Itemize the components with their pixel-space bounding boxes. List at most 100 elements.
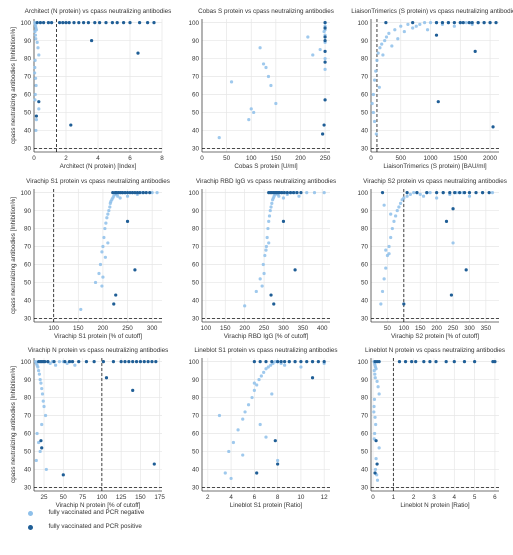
panel-9-point-pos-10 [444, 359, 448, 364]
panel-5-point-neg-34 [260, 284, 264, 288]
panel-7-point-pos-20 [138, 359, 143, 364]
panel-6-point-neg-12 [398, 201, 403, 205]
panel-1-point-pos-15 [104, 20, 108, 25]
panel-4-point-pos-18 [114, 293, 118, 297]
panel-9-series-fully-vaccinated-and-pcr-positive [373, 359, 497, 475]
panel-3-xtick-500: 500 [396, 155, 407, 162]
panel-1-title: Architect (N protein) vs cpass neutraliz… [25, 8, 172, 15]
panel-7-ytick-30: 30 [24, 485, 32, 492]
panel-5-point-pos-9 [282, 190, 286, 195]
panel-4-point-neg-36 [100, 284, 104, 288]
panel-7-ytick-100: 100 [20, 359, 31, 366]
panel-1-xtick-4: 4 [96, 155, 100, 162]
panel-7-xtick-100: 100 [97, 494, 108, 501]
panel-1-point-pos-26 [37, 100, 41, 104]
panel-6-point-pos-11 [474, 190, 478, 195]
panel-1-xtick-2: 2 [64, 155, 68, 162]
panel-8-point-pos-2 [264, 359, 268, 364]
panel-4-xtick-200: 200 [98, 325, 109, 332]
panel-6-point-neg-11 [397, 205, 401, 209]
panel-8-ytick-70: 70 [192, 413, 200, 420]
panel-4-xtick-150: 150 [73, 325, 84, 332]
panel-6-point-pos-4 [435, 190, 439, 195]
panel-2-point-neg-7 [264, 65, 268, 70]
panel-3-point-pos-2 [434, 20, 439, 25]
panel-1-point-pos-5 [58, 20, 62, 25]
panel-3-point-neg-1 [371, 92, 375, 97]
panel-5-point-pos-16 [293, 268, 297, 272]
panel-6-xtick-350: 350 [481, 325, 492, 332]
panel-3-ytick-80: 80 [361, 56, 369, 63]
panel-3-xtick-1000: 1000 [424, 155, 439, 162]
panel-1-point-pos-6 [61, 20, 65, 25]
panel-6-point-neg-32 [384, 248, 388, 252]
panel-7-point-pos-16 [123, 359, 127, 364]
panel-2-point-neg-9 [269, 83, 273, 88]
panel-4-point-pos-17 [133, 268, 137, 272]
panel-6-point-neg-7 [390, 226, 394, 231]
panel-8-point-pos-3 [270, 359, 274, 364]
panel-6-point-neg-19 [418, 192, 422, 196]
panel-1-point-pos-4 [50, 20, 54, 25]
panel-3-ytick-70: 70 [361, 74, 369, 81]
panel-8-series-fully-vaccinated-and-pcr-positive [252, 359, 326, 475]
panel-5-point-neg-6 [265, 235, 269, 240]
panel-9-point-pos-18 [373, 471, 377, 475]
panel-8-point-neg-3 [236, 428, 240, 432]
panel-6-point-neg-33 [389, 212, 393, 216]
panel-2-point-pos-1 [323, 26, 327, 30]
panel-6-point-neg-22 [428, 190, 432, 195]
panel-3-ytick-30: 30 [361, 146, 369, 153]
panel-6-point-neg-1 [380, 289, 385, 294]
panel-8-ytick-100: 100 [188, 359, 199, 366]
panel-6-point-pos-3 [425, 190, 429, 195]
panel-3-point-neg-37 [371, 110, 375, 115]
panel-3-xtick-0: 0 [369, 155, 373, 162]
panel-2-point-neg-13 [318, 47, 322, 52]
panel-8-xtick-4: 4 [229, 494, 233, 501]
panel-1-point-pos-22 [152, 20, 156, 25]
panel-5-ytick-90: 90 [192, 208, 200, 215]
panel-7-point-pos-10 [77, 359, 81, 364]
panel-1-point-pos-14 [98, 20, 102, 25]
panel-6-ytick-30: 30 [361, 316, 369, 323]
panel-8-ytick-60: 60 [192, 431, 200, 438]
panel-1-point-pos-12 [86, 20, 90, 25]
legend-item-negative: fully vaccinated and PCR negative [20, 508, 144, 518]
panel-4-point-neg-22 [116, 194, 120, 198]
panel-1-point-neg-20 [34, 128, 38, 133]
panel-9-point-neg-7 [373, 376, 377, 380]
panel-8-point-neg-8 [252, 388, 256, 392]
panel-5-point-neg-11 [269, 205, 273, 209]
panel-6-point-pos-5 [441, 190, 445, 195]
panel-2-point-neg-20 [323, 56, 327, 61]
panel-6-ytick-60: 60 [361, 262, 369, 269]
panel-9-point-neg-14 [373, 415, 377, 419]
panel-9-point-pos-8 [428, 359, 432, 364]
panel-2-ytick-50: 50 [192, 110, 200, 117]
panel-6-point-neg-2 [382, 277, 386, 281]
panel-4-point-pos-16 [125, 219, 130, 223]
panel-4-point-pos-15 [148, 190, 152, 195]
panel-5-xtick-300: 300 [278, 325, 289, 332]
panel-2-xtick-200: 200 [295, 155, 306, 162]
panel-1-point-pos-13 [93, 20, 97, 25]
panel-1-point-pos-24 [136, 51, 140, 55]
panel-6-point-pos-12 [480, 190, 485, 195]
panel-3-point-pos-0 [384, 20, 388, 25]
panel-7-xtick-75: 75 [79, 494, 87, 501]
panel-3-point-neg-22 [425, 28, 430, 32]
panel-3-point-pos-5 [446, 20, 450, 25]
panel-1-point-neg-7 [34, 37, 38, 41]
panel-4-ytick-90: 90 [24, 208, 32, 215]
panel-4-point-pos-0 [111, 190, 115, 195]
legend-label-negative: fully vaccinated and PCR negative [48, 509, 145, 516]
panel-6-title: Virachip S2 protein vs cpass neutralizin… [363, 178, 507, 185]
panel-5-point-neg-20 [277, 194, 281, 198]
panel-6-point-neg-15 [405, 194, 409, 198]
panel-3-xtick-1500: 1500 [453, 155, 468, 162]
panel-1-point-pos-27 [34, 114, 39, 118]
panel-4-xtick-250: 250 [122, 325, 133, 332]
panel-8-point-pos-15 [310, 376, 315, 380]
panel-9-point-neg-11 [372, 397, 377, 401]
